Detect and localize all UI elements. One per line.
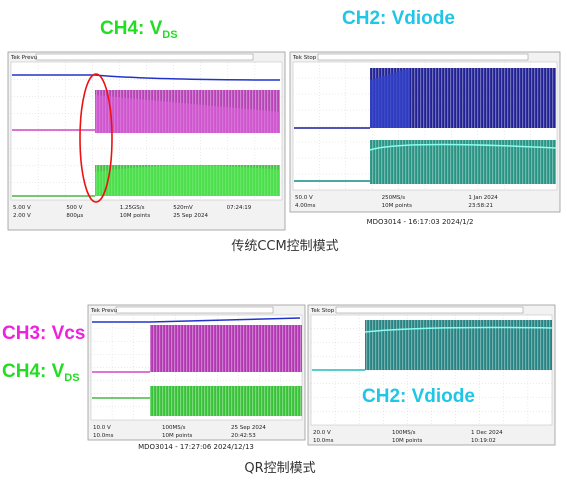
caption: 传统CCM控制模式 — [231, 239, 338, 254]
scope-header — [335, 306, 524, 314]
caption: QR控制模式 — [244, 461, 315, 476]
scope-header — [35, 53, 254, 61]
scope-readout: 25 Sep 2024 — [231, 425, 266, 431]
scope-readout: 07:24:19 — [227, 205, 252, 211]
scope-readout: 10M points — [120, 213, 151, 219]
scope-readout: 10M points — [392, 438, 423, 444]
oscilloscope: Tek Stop 50.0 V 4.00ms 250MS/s 10M points 1 J… — [289, 51, 561, 226]
scope-brand: Tek Stop — [310, 308, 335, 314]
scope-readout: 10.0ms — [93, 433, 114, 439]
scope-readout: 500 V — [66, 205, 82, 211]
scope-readout: 5.00 V — [13, 205, 31, 211]
label-vdiode: CH2: Vdiode — [342, 8, 455, 29]
label-text: CH4: V — [100, 18, 163, 39]
scope-readout: 2.00 V — [13, 213, 31, 219]
waveform-line — [369, 143, 557, 151]
scope-readout: 25 Sep 2024 — [173, 213, 208, 219]
scope-readout: 10.0ms — [313, 438, 334, 444]
oscilloscope: Tek Prevu 5.00 V 2.00 V 500 V 800μs 1.25GS/s 1… — [7, 51, 286, 231]
label-text: CH4: V — [2, 361, 65, 382]
scope-readout: 4.00ms — [295, 203, 316, 209]
scope-readout: 800μs — [66, 213, 83, 219]
scope-readout: 10M points — [382, 203, 413, 209]
scope-readout: 100MS/s — [392, 430, 416, 436]
scope-brand: Tek Prevu — [10, 55, 37, 61]
scope-footer: MDO3014 - 16:17:03 2024/1/2 — [367, 218, 474, 226]
scope-readout: 1.25GS/s — [120, 205, 145, 211]
scope-footer: MDO3014 - 17:27:06 2024/12/13 — [138, 443, 254, 451]
label-vds: CH4: VDS — [100, 18, 178, 41]
waveform-line — [12, 74, 281, 81]
scope-readout: 10M points — [162, 433, 193, 439]
scope-header — [115, 306, 274, 314]
label-sub: DS — [64, 372, 79, 384]
scope-readout: 20:42:53 — [231, 433, 256, 439]
scope-readout: 50.0 V — [295, 195, 313, 201]
waveform-line — [364, 326, 553, 333]
scope-readout: 250MS/s — [382, 195, 406, 201]
scope-readout: 1 Jan 2024 — [468, 195, 498, 201]
label-vcs: CH3: Vcs — [2, 323, 85, 344]
scope-readout: 100MS/s — [162, 425, 186, 431]
scope-readout: 20.0 V — [313, 430, 331, 436]
label-vds: CH4: VDS — [2, 361, 80, 384]
waveform-band — [95, 95, 280, 133]
waveform-texture — [370, 140, 556, 184]
scope-brand: Tek Stop — [292, 55, 317, 61]
waveform-band — [370, 68, 410, 128]
oscilloscope: Tek Stop 20.0 V 10.0ms 100MS/s 10M points 1 D… — [307, 304, 556, 446]
oscilloscope: Tek Prevu 10.0 V 10.0ms 100MS/s 10M points 25… — [87, 304, 306, 451]
scope-brand: Tek Prevu — [90, 308, 117, 314]
scope-readout: 520mV — [173, 205, 193, 211]
scope-readout: 10.0 V — [93, 425, 111, 431]
scope-readout: 10:19:02 — [471, 438, 496, 444]
scope-header — [317, 53, 529, 61]
label-sub: DS — [162, 29, 177, 41]
label-vdiode: CH2: Vdiode — [362, 386, 475, 407]
scope-readout: 23:58:21 — [468, 203, 493, 209]
highlight-ellipse — [79, 73, 113, 203]
waveform-band — [95, 165, 280, 196]
scope-readout: 1 Dec 2024 — [471, 430, 503, 436]
waveform-line — [92, 317, 301, 323]
waveform-texture — [150, 325, 302, 372]
waveform-texture — [150, 386, 302, 416]
